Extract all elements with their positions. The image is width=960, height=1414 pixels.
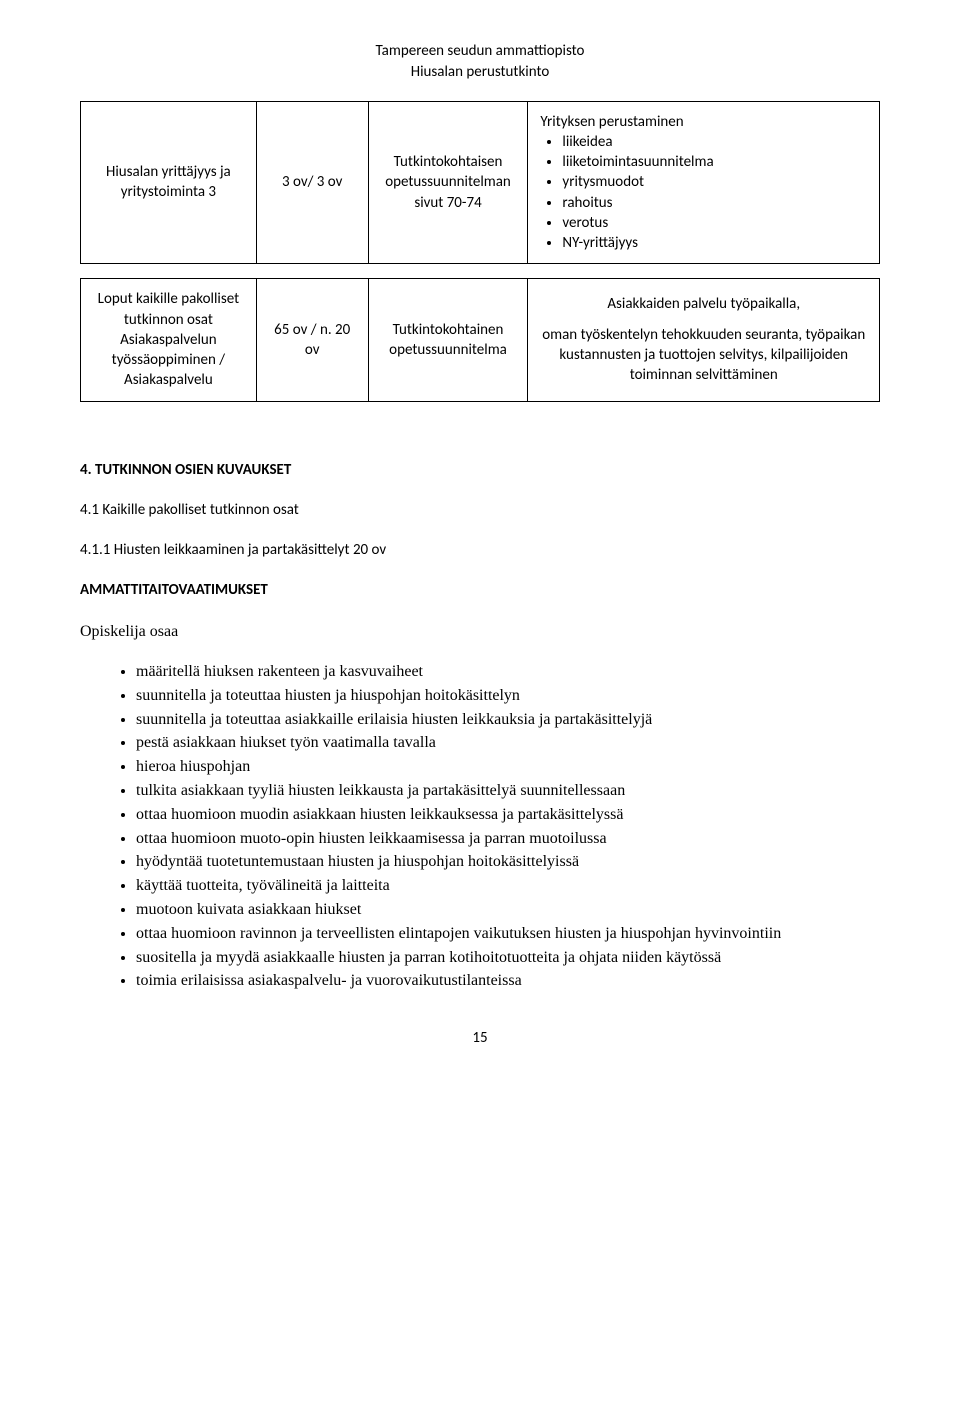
list-item: rahoitus bbox=[562, 193, 867, 213]
list-item: muotoon kuivata asiakkaan hiukset bbox=[136, 900, 880, 921]
topics-list: liikeidea liiketoimintasuunnitelma yrity… bbox=[540, 132, 867, 254]
cell-credits: 3 ov/ 3 ov bbox=[256, 101, 368, 264]
section-4-heading: 4. TUTKINNON OSIEN KUVAUKSET bbox=[80, 460, 880, 480]
list-item: ottaa huomioon ravinnon ja terveellisten… bbox=[136, 924, 880, 945]
list-item: toimia erilaisissa asiakaspalvelu- ja vu… bbox=[136, 971, 880, 992]
cell-desc-line-2: oman työskentelyn tehokkuuden seuranta, … bbox=[540, 325, 867, 386]
opiskelija-label: Opiskelija osaa bbox=[80, 621, 880, 643]
list-item: hyödyntää tuotetuntemustaan hiusten ja h… bbox=[136, 852, 880, 873]
table-1: Hiusalan yrittäjyys ja yritystoiminta 3 … bbox=[80, 101, 880, 265]
list-item: yritysmuodot bbox=[562, 172, 867, 192]
table-row: Loput kaikille pakolliset tutkinnon osat… bbox=[81, 279, 880, 401]
cell-desc-line-1: Asiakkaiden palvelu työpaikalla, bbox=[540, 294, 867, 314]
list-item: suositella ja myydä asiakkaalle hiusten … bbox=[136, 948, 880, 969]
list-item: määritellä hiuksen rakenteen ja kasvuvai… bbox=[136, 662, 880, 683]
section-4-1-1-heading: 4.1.1 Hiusten leikkaaminen ja partakäsit… bbox=[80, 540, 880, 560]
cell-credits: 65 ov / n. 20 ov bbox=[256, 279, 368, 401]
list-item: ottaa huomioon muodin asiakkaan hiusten … bbox=[136, 805, 880, 826]
cell-topics: Yrityksen perustaminen liikeidea liiketo… bbox=[528, 101, 880, 264]
cell-topics-title: Yrityksen perustaminen bbox=[540, 112, 867, 132]
header-line-2: Hiusalan perustutkinto bbox=[80, 62, 880, 82]
header-line-1: Tampereen seudun ammattiopisto bbox=[80, 41, 880, 61]
list-item: pestä asiakkaan hiukset työn vaatimalla … bbox=[136, 733, 880, 754]
list-item: NY-yrittäjyys bbox=[562, 233, 867, 253]
cell-module-name: Hiusalan yrittäjyys ja yritystoiminta 3 bbox=[81, 101, 257, 264]
cell-description: Asiakkaiden palvelu työpaikalla, oman ty… bbox=[528, 279, 880, 401]
table-2: Loput kaikille pakolliset tutkinnon osat… bbox=[80, 278, 880, 401]
cell-module-name: Loput kaikille pakolliset tutkinnon osat… bbox=[81, 279, 257, 401]
cell-plan-ref: Tutkintokohtainen opetussuunnitelma bbox=[368, 279, 528, 401]
list-item: suunnitella ja toteuttaa hiusten ja hius… bbox=[136, 686, 880, 707]
section-4-1-heading: 4.1 Kaikille pakolliset tutkinnon osat bbox=[80, 500, 880, 520]
requirements-heading: AMMATTITAITOVAATIMUKSET bbox=[80, 580, 880, 600]
page-number: 15 bbox=[80, 1028, 880, 1048]
page-header: Tampereen seudun ammattiopisto Hiusalan … bbox=[80, 41, 880, 83]
table-row: Hiusalan yrittäjyys ja yritystoiminta 3 … bbox=[81, 101, 880, 264]
list-item: hieroa hiuspohjan bbox=[136, 757, 880, 778]
list-item: ottaa huomioon muoto-opin hiusten leikka… bbox=[136, 829, 880, 850]
cell-plan-ref: Tutkintokohtaisen opetussuunnitelman siv… bbox=[368, 101, 528, 264]
list-item: liikeidea bbox=[562, 132, 867, 152]
list-item: verotus bbox=[562, 213, 867, 233]
list-item: tulkita asiakkaan tyyliä hiusten leikkau… bbox=[136, 781, 880, 802]
list-item: liiketoimintasuunnitelma bbox=[562, 152, 867, 172]
requirements-list: määritellä hiuksen rakenteen ja kasvuvai… bbox=[108, 662, 880, 992]
list-item: käyttää tuotteita, työvälineitä ja laitt… bbox=[136, 876, 880, 897]
list-item: suunnitella ja toteuttaa asiakkaille eri… bbox=[136, 710, 880, 731]
